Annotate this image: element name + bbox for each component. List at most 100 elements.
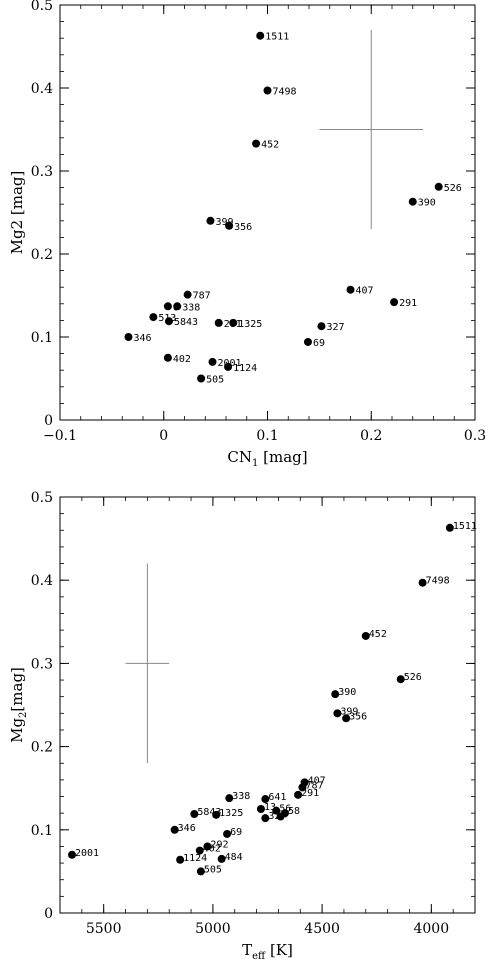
bottom-data-point [217,854,226,863]
bottom-y-axis-label-sub: 2 [18,712,29,718]
bottom-chart-panel: 5500 5000 4500 4000 0 0.1 0.2 0.3 0.4 0.5 Teff [K]… [8,490,477,961]
bottom-point-label: 407 [308,775,326,786]
bottom-data-point [223,829,232,838]
top-data-point [214,318,223,327]
bottom-point-label: 402 [203,844,221,855]
top-y-tick-label: 0 [44,413,53,429]
bottom-point-label: 7498 [426,576,450,587]
bottom-data-point [256,805,265,813]
bottom-data-point [203,842,212,851]
bottom-point-label: 346 [178,823,196,834]
top-point-label: 390 [418,198,436,209]
top-data-point [163,302,172,311]
top-data-point [124,333,133,341]
bottom-point-label: 484 [225,852,243,863]
bottom-data-point [212,810,221,819]
bottom-x-tick-label: 4000 [413,921,449,937]
top-x-tick-label: 0 [159,428,168,444]
top-point-label: 69 [313,338,325,349]
top-x-axis-label-unit: [mag] [258,448,307,466]
bottom-data-point [196,867,205,876]
top-data-point [408,197,417,206]
top-data-point [225,221,234,230]
bottom-point-label: 291 [301,788,319,799]
top-y-axis-label: Mg2 [mag] [8,171,26,255]
top-y-tick-label: 0.2 [31,247,53,263]
bottom-y-tick-label: 0.3 [31,656,53,672]
top-point-label: 1124 [233,363,257,374]
bottom-data-point [261,795,270,804]
bottom-data-point [195,846,204,855]
top-plot-frame [59,4,476,421]
bottom-point-label: 787 [305,780,323,791]
bottom-data-point [176,855,185,864]
bottom-data-point [298,783,307,792]
top-data-point [224,362,233,371]
bottom-point-label: 1511 [453,521,477,532]
bottom-x-tick-label: 5000 [195,921,231,937]
bottom-data-point [294,790,303,799]
bottom-point-label: 13 [264,802,276,813]
bottom-x-axis-label-sub: eff [252,951,266,961]
bottom-data-point [261,814,270,823]
bottom-data-point [342,714,351,723]
bottom-plot-frame [59,496,476,914]
top-data-point [256,31,265,40]
bottom-y-tick-label: 0.1 [31,823,53,839]
bottom-point-label: 390 [338,687,356,698]
bottom-x-tick-label: 4500 [304,921,340,937]
top-point-label: 356 [234,222,252,233]
bottom-y-axis-label-main: Mg [8,718,26,743]
bottom-x-tick-label: 5500 [86,921,122,937]
bottom-point-label: 505 [204,864,222,875]
bottom-point-label: 641 [268,792,286,803]
top-data-point [263,86,272,95]
top-y-tick-label: 0.5 [31,0,53,14]
bottom-x-axis-label-main: T [242,941,252,959]
top-data-point [317,322,326,331]
bottom-y-tick-label: 0.2 [31,740,53,756]
top-point-label: 452 [261,140,279,151]
top-point-label: 402 [173,354,191,365]
top-data-point [183,290,192,299]
bottom-point-label: 526 [404,672,422,683]
top-data-point [434,182,443,191]
bottom-point-label: 399 [340,706,358,717]
top-point-label: 1511 [265,32,289,43]
bottom-y-axis-label-unit: [mag] [8,667,26,711]
bottom-point-label: 356 [349,711,367,722]
bottom-data-point [396,675,405,684]
top-data-point [149,313,158,322]
bottom-point-label: 5843 [197,807,221,818]
top-data-point [390,298,399,307]
bottom-y-tick-label: 0 [44,906,53,922]
bottom-data-point [190,809,199,818]
bottom-point-label: 32 [268,811,280,822]
top-data-point [197,374,206,383]
bottom-data-point [333,709,342,718]
top-x-tick-label: 0.3 [464,428,485,444]
top-x-tick-label: −0.1 [43,428,77,444]
bottom-data-point [331,690,340,699]
bottom-y-tick-label: 0.4 [31,573,53,589]
top-point-label: 5843 [174,317,198,328]
top-point-label: 1325 [238,319,262,330]
top-x-axis-label: CN1 [mag] [227,448,307,469]
top-y-tick-label: 0.1 [31,330,53,346]
bottom-y-axis-label: Mg2[mag] [8,667,29,743]
top-point-label: 346 [133,333,151,344]
bottom-point-label: 338 [232,791,250,802]
top-y-axis-label-main: Mg2 [mag] [8,171,26,255]
bottom-x-axis-label-unit: [K] [265,941,293,959]
top-point-label: 407 [356,286,374,297]
top-data-point [173,302,182,311]
bottom-point-label: 1325 [219,808,243,819]
top-point-label: 787 [193,291,211,302]
bottom-data-point [225,794,234,803]
top-data-point [208,357,217,366]
top-x-axis-label-main: CN [227,448,252,466]
top-point-label: 399 [215,217,233,228]
bottom-data-point [68,850,77,859]
top-data-point [164,317,173,326]
